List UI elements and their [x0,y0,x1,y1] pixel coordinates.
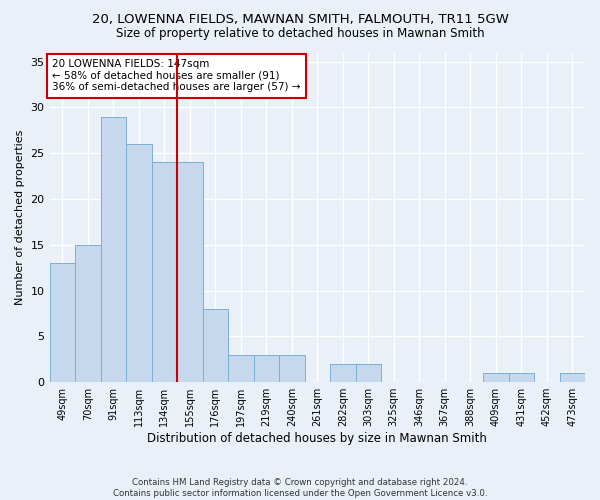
Bar [356,364,381,382]
X-axis label: Distribution of detached houses by size in Mawnan Smith: Distribution of detached houses by size … [148,432,487,445]
Bar [75,245,101,382]
Y-axis label: Number of detached properties: Number of detached properties [15,130,25,305]
Bar [203,309,228,382]
Text: Contains HM Land Registry data © Crown copyright and database right 2024.
Contai: Contains HM Land Registry data © Crown c… [113,478,487,498]
Text: Size of property relative to detached houses in Mawnan Smith: Size of property relative to detached ho… [116,28,484,40]
Bar [177,162,203,382]
Text: 20, LOWENNA FIELDS, MAWNAN SMITH, FALMOUTH, TR11 5GW: 20, LOWENNA FIELDS, MAWNAN SMITH, FALMOU… [92,12,508,26]
Bar [152,162,177,382]
Bar [254,354,279,382]
Text: 20 LOWENNA FIELDS: 147sqm
← 58% of detached houses are smaller (91)
36% of semi-: 20 LOWENNA FIELDS: 147sqm ← 58% of detac… [52,59,301,92]
Bar [101,116,126,382]
Bar [483,373,509,382]
Bar [509,373,534,382]
Bar [228,354,254,382]
Bar [50,263,75,382]
Bar [126,144,152,382]
Bar [560,373,585,382]
Bar [279,354,305,382]
Bar [330,364,356,382]
